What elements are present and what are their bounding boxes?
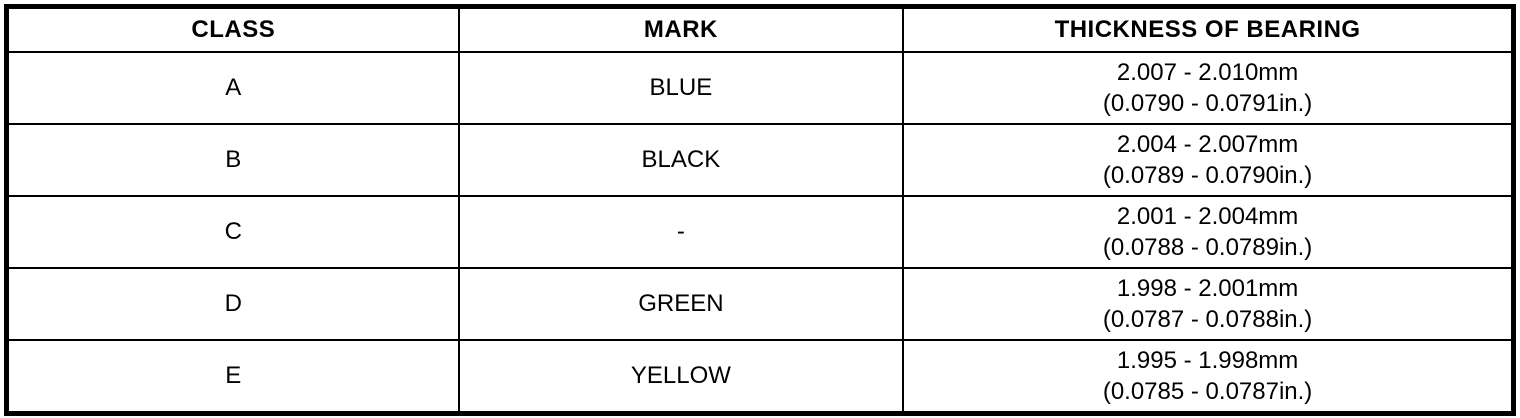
thickness-mm: 2.007 - 2.010mm — [1116, 59, 1299, 86]
class-cell: C — [5, 195, 460, 269]
class-cell: E — [5, 339, 460, 415]
thickness-mm: 1.998 - 2.001mm — [1116, 275, 1299, 302]
table-row: C - 2.001 - 2.004mm (0.0788 - 0.0789in.) — [5, 195, 1515, 269]
thickness-mm: 2.004 - 2.007mm — [1116, 131, 1299, 158]
class-cell: B — [5, 123, 460, 197]
thickness-mm: 1.995 - 1.998mm — [1116, 347, 1299, 374]
class-cell: A — [5, 51, 460, 125]
thickness-in: (0.0787 - 0.0788in.) — [1102, 306, 1313, 333]
mark-cell: BLACK — [457, 123, 905, 197]
thickness-cell: 2.001 - 2.004mm (0.0788 - 0.0789in.) — [902, 195, 1515, 269]
thickness-in: (0.0785 - 0.0787in.) — [1102, 378, 1313, 405]
column-header-thickness: THICKNESS OF BEARING — [902, 5, 1515, 53]
thickness-cell: 1.998 - 2.001mm (0.0787 - 0.0788in.) — [902, 267, 1515, 341]
mark-cell: YELLOW — [457, 339, 905, 415]
thickness-in: (0.0789 - 0.0790in.) — [1102, 162, 1313, 189]
thickness-in: (0.0790 - 0.0791in.) — [1102, 90, 1313, 117]
thickness-cell: 2.007 - 2.010mm (0.0790 - 0.0791in.) — [902, 51, 1515, 125]
header-row: CLASS MARK THICKNESS OF BEARING — [5, 5, 1515, 53]
table-row: E YELLOW 1.995 - 1.998mm (0.0785 - 0.078… — [5, 339, 1515, 415]
table-row: B BLACK 2.004 - 2.007mm (0.0789 - 0.0790… — [5, 123, 1515, 197]
column-header-mark: MARK — [457, 5, 905, 53]
table-row: D GREEN 1.998 - 2.001mm (0.0787 - 0.0788… — [5, 267, 1515, 341]
thickness-cell: 1.995 - 1.998mm (0.0785 - 0.0787in.) — [902, 339, 1515, 415]
thickness-cell: 2.004 - 2.007mm (0.0789 - 0.0790in.) — [902, 123, 1515, 197]
mark-cell: BLUE — [457, 51, 905, 125]
column-header-class: CLASS — [5, 5, 460, 53]
mark-cell: - — [457, 195, 905, 269]
thickness-in: (0.0788 - 0.0789in.) — [1102, 234, 1313, 261]
mark-cell: GREEN — [457, 267, 905, 341]
thickness-mm: 2.001 - 2.004mm — [1116, 203, 1299, 230]
class-cell: D — [5, 267, 460, 341]
bearing-selection-table: CLASS MARK THICKNESS OF BEARING A BLUE 2… — [4, 4, 1516, 416]
table-row: A BLUE 2.007 - 2.010mm (0.0790 - 0.0791i… — [5, 51, 1515, 125]
